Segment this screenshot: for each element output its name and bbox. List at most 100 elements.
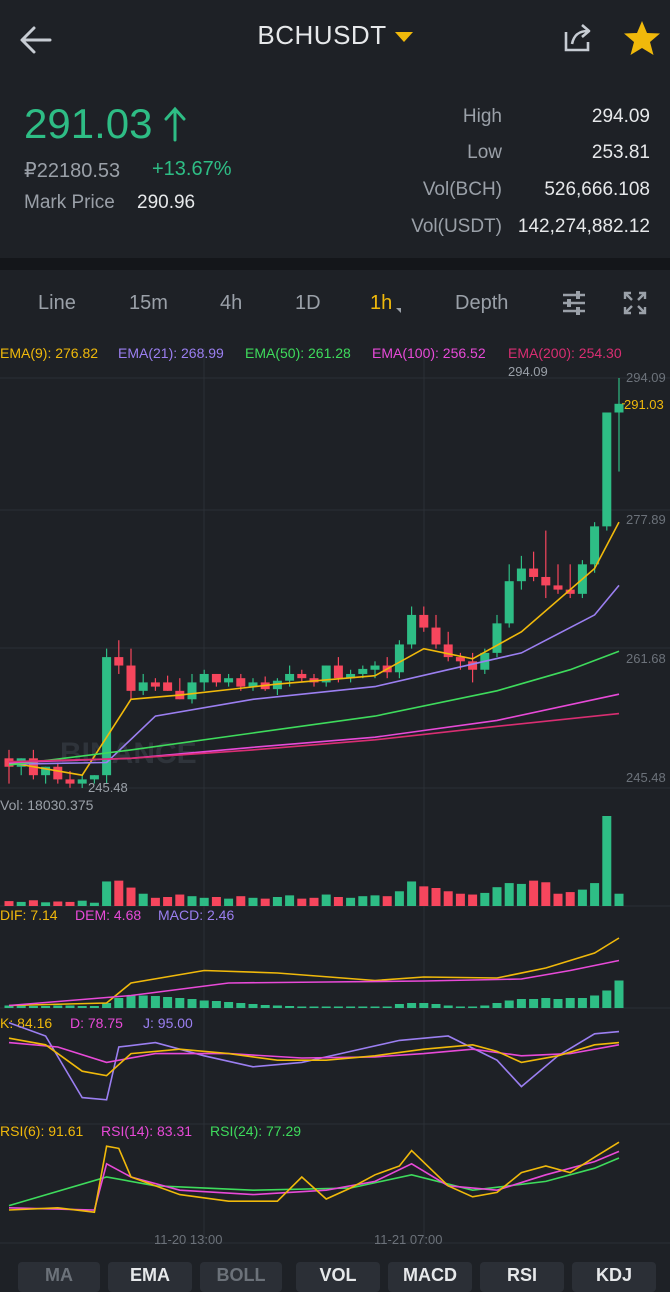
rsi-legend-2: RSI(24): 77.29 (210, 1123, 301, 1139)
macd-bar (577, 998, 587, 1008)
tab-vol[interactable]: VOL (296, 1262, 380, 1292)
more-intervals-icon[interactable] (396, 308, 401, 313)
macd-bar (4, 1005, 14, 1008)
rsi-14-line (8, 1150, 620, 1211)
macd-bar (565, 998, 575, 1008)
volume-bar (419, 886, 429, 906)
volume-bar (565, 892, 575, 906)
macd-bar (297, 1006, 307, 1008)
x-tick-label: 11-21 07:00 (374, 1232, 442, 1247)
macd-bar (272, 1005, 282, 1008)
tab-1d[interactable]: 1D (295, 292, 321, 314)
tab-1h[interactable]: 1h (370, 292, 393, 314)
last-price: 291.03 (24, 100, 153, 147)
candle (297, 673, 307, 679)
candle (285, 673, 295, 681)
volume-legend: Vol: 18030.375 (0, 797, 94, 813)
macd-bar (89, 1006, 99, 1008)
rsi-6-line (8, 1141, 620, 1214)
settings-sliders-icon[interactable] (561, 290, 587, 316)
volume-bar (382, 896, 392, 906)
top-bar: BCHUSDT (0, 0, 670, 80)
macd-bar (65, 1005, 75, 1008)
volume-bar (224, 898, 234, 906)
rsi-24-line (8, 1157, 620, 1207)
volume-bar (102, 881, 112, 906)
macd-legend-1: DEM: 4.68 (75, 907, 141, 923)
tab-ema[interactable]: EMA (108, 1262, 192, 1292)
interval-tabs: Line 15m 4h 1D 1h Depth (0, 272, 670, 336)
fiat-price: ₽22180.53 (24, 160, 121, 182)
macd-legend-2: MACD: 2.46 (158, 907, 234, 923)
volume-bar (577, 889, 587, 906)
candle (150, 682, 160, 687)
macd-bar (407, 1003, 417, 1008)
tab-4h[interactable]: 4h (220, 292, 243, 314)
volume-bar (211, 897, 221, 906)
macd-bar (248, 1004, 258, 1008)
y-tick-label: 277.89 (626, 512, 666, 527)
x-tick-label: 11-20 13:00 (154, 1232, 222, 1247)
tab-kdj[interactable]: KDJ (572, 1262, 656, 1292)
macd-bar (541, 998, 551, 1008)
volume-bar (77, 900, 87, 906)
candle (468, 661, 478, 670)
macd-bar (431, 1004, 441, 1008)
volume-bar (53, 901, 63, 906)
macd-bar (333, 1006, 343, 1008)
rsi-legend-0: RSI(6): 91.61 (0, 1123, 83, 1139)
candle (248, 682, 258, 687)
candle (321, 665, 331, 683)
tab-15m[interactable]: 15m (129, 292, 168, 314)
volume-bar (541, 882, 551, 906)
high-value: 294.09 (591, 106, 650, 127)
macd-bar (16, 1005, 26, 1008)
fullscreen-icon[interactable] (622, 290, 648, 316)
tab-rsi[interactable]: RSI (480, 1262, 564, 1292)
price-change: +13.67% (152, 158, 232, 180)
macd-bar (199, 1000, 209, 1008)
tab-depth[interactable]: Depth (455, 292, 509, 314)
share-icon[interactable] (560, 20, 596, 56)
macd-bar (163, 997, 173, 1008)
tab-boll[interactable]: BOLL (200, 1262, 282, 1292)
y-tick-label: 261.68 (626, 651, 666, 666)
candle (419, 614, 429, 628)
volume-bar (126, 887, 136, 906)
tab-macd[interactable]: MACD (388, 1262, 472, 1292)
volume-bar (346, 897, 356, 906)
candle (224, 678, 234, 683)
candle (492, 623, 502, 653)
volume-bar (4, 901, 14, 906)
star-icon[interactable] (622, 18, 662, 58)
candle (333, 665, 343, 679)
vol-base-label: Vol(BCH) (422, 179, 502, 200)
volume-bar (553, 893, 563, 906)
macd-bar (309, 1006, 319, 1008)
mark-price-value: 290.96 (137, 192, 196, 213)
tab-ma[interactable]: MA (18, 1262, 100, 1292)
volume-bar (529, 880, 539, 906)
volume-bar (297, 898, 307, 906)
candle (443, 644, 453, 658)
pair-selector[interactable]: BCHUSDT (0, 20, 670, 51)
arrow-left-icon[interactable] (14, 18, 58, 62)
macd-bar (211, 1001, 221, 1008)
tab-line[interactable]: Line (38, 292, 76, 314)
macd-bar (285, 1006, 295, 1008)
indicator-tabs: MA EMA BOLL VOL MACD RSI KDJ (0, 1258, 670, 1292)
mark-price-label: Mark Price (24, 192, 115, 213)
ema-legend-4: EMA(200): 254.30 (508, 345, 622, 361)
candle (65, 779, 75, 784)
low-price-label: 245.48 (88, 780, 128, 795)
volume-bar (614, 893, 624, 906)
volume-bar (358, 896, 368, 906)
macd-bar (504, 1000, 514, 1008)
macd-bar (260, 1005, 270, 1008)
volume-bar (248, 897, 258, 906)
candle (236, 678, 246, 687)
candle (455, 657, 465, 662)
volume-bar (492, 887, 502, 906)
macd-bar (224, 1002, 234, 1008)
